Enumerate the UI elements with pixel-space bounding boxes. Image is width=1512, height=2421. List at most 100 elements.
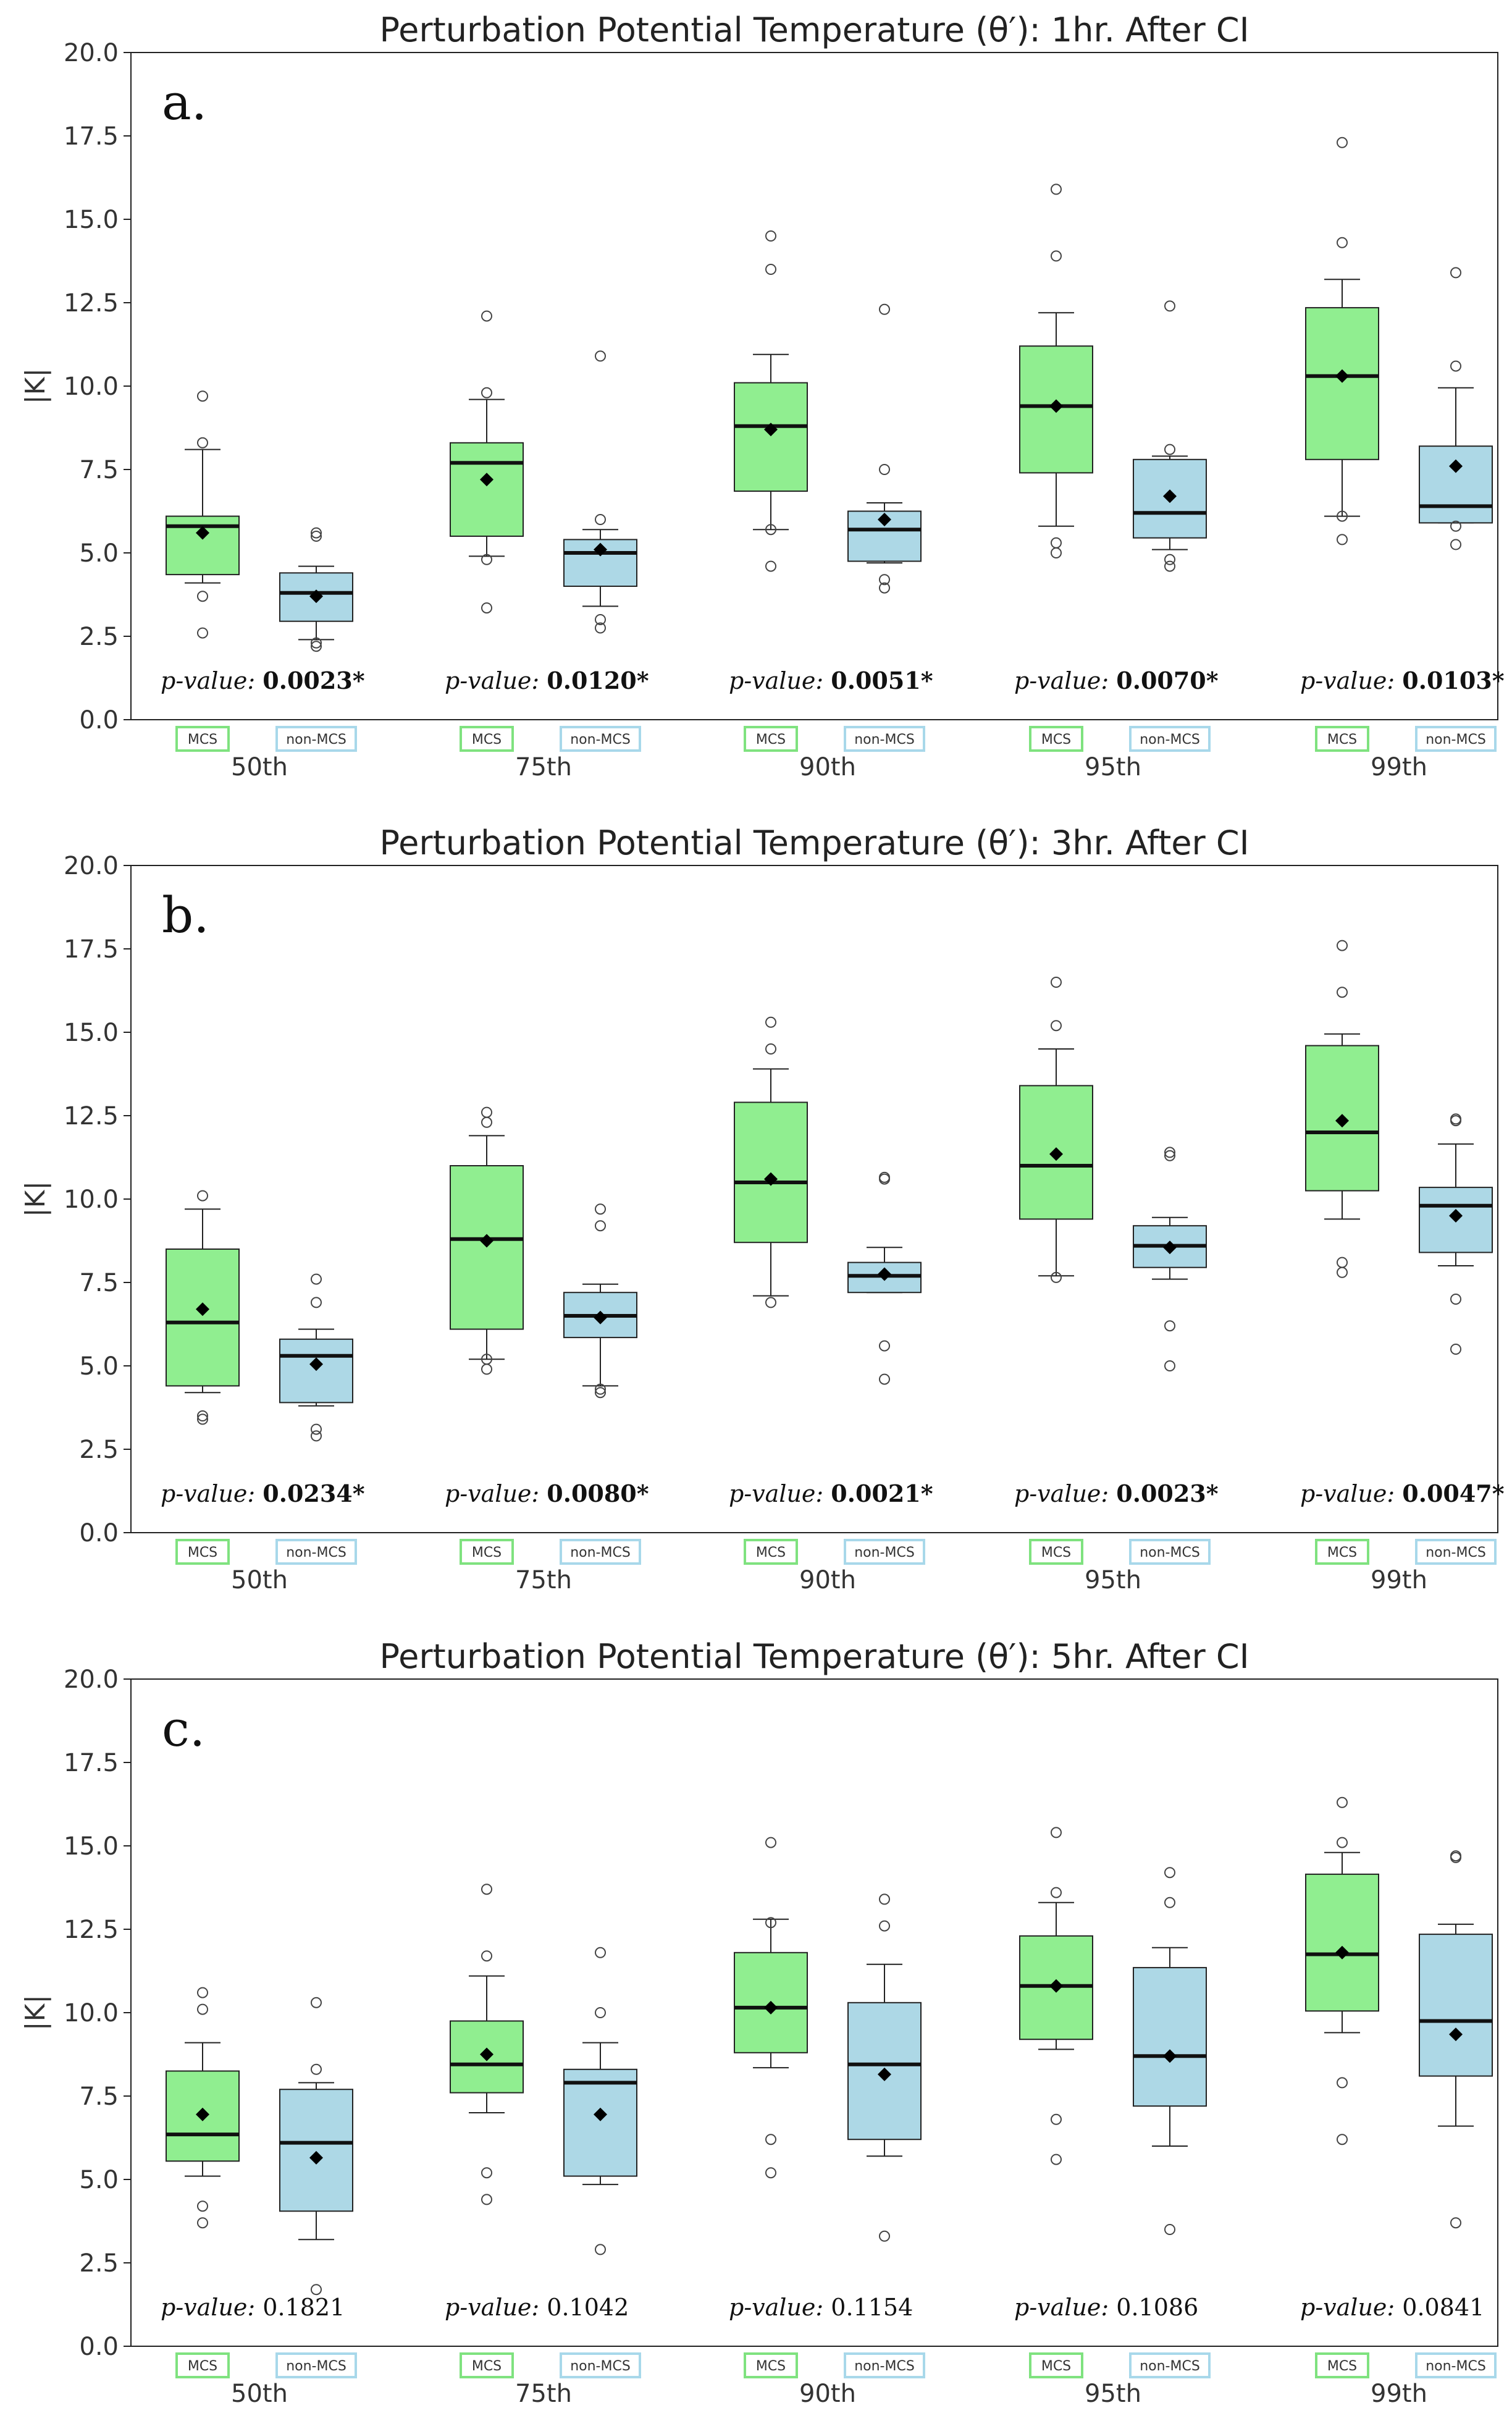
y-tick-label: 0.0 [79,706,119,735]
p-value-label: p-value: [1014,1480,1116,1507]
outlier-point [311,531,322,542]
iqr-box [1133,1967,1207,2107]
mcs-box-99th [1305,137,1379,545]
y-tick-label: 7.5 [79,2082,119,2111]
outlier-point [1337,2134,1348,2145]
mean-marker [764,2000,778,2015]
outlier-point [1051,250,1062,262]
y-tick-label: 20.0 [64,39,119,67]
outlier-point [765,2134,776,2145]
outlier-point [1051,547,1062,558]
mcs-legend-box [175,726,230,752]
non-mcs-box-95th [1133,1867,1207,2235]
outlier-point [879,1173,890,1185]
mean-marker [309,1357,323,1371]
y-tick-label: 0.0 [79,2333,119,2361]
outlier-point [879,1893,890,1905]
p-value: 0.0120* [547,667,649,694]
y-tick-label: 12.5 [64,1102,119,1131]
outlier-point [197,1410,208,1421]
mean-marker [1163,2049,1177,2063]
chart-title: Perturbation Potential Temperature (θ′):… [379,1637,1249,1676]
y-tick-label: 10.0 [64,1999,119,2027]
outlier-point [311,641,322,652]
mean-marker [309,589,323,604]
p-value: 0.0080* [547,1480,649,1507]
p-value-annotation: p-value: 0.1154 [729,2294,913,2321]
p-value: 0.1821 [262,2294,345,2321]
panel-3: Perturbation Potential Temperature (θ′):… [20,1637,1498,2408]
iqr-box [279,2089,353,2212]
mean-marker [1335,1945,1349,1960]
p-value-annotation: p-value: 0.0047* [1300,1480,1505,1507]
mcs-box-90th [734,1837,808,2179]
mcs-legend-label: MCS [472,732,502,747]
outlier-point [1051,1827,1062,1838]
outlier-point [1164,1360,1175,1371]
mcs-legend-box [460,726,514,752]
mean-marker [764,423,778,437]
p-value: 0.0023* [1116,1480,1218,1507]
p-value: 0.0070* [1116,667,1218,694]
non-mcs-legend-box [275,2352,357,2378]
mcs-legend-label: MCS [1327,732,1357,747]
mcs-box-50th [166,390,240,639]
mean-marker [1049,1979,1063,1993]
p-value-annotation: p-value: 0.0070* [1014,667,1219,694]
p-value: 0.1154 [831,2294,913,2321]
non-mcs-legend-label: non-MCS [1426,732,1486,747]
mean-marker [1449,1209,1463,1223]
mcs-legend-label: MCS [1327,1545,1357,1560]
non-mcs-box-75th [563,350,637,634]
outlier-point [595,350,606,362]
x-category-label: 90th [799,2380,856,2408]
mcs-legend-box [1029,726,1083,752]
outlier-point [879,464,890,475]
mean-marker [1335,369,1349,383]
p-value-annotation: p-value: 0.0234* [161,1480,365,1507]
x-category-label: 95th [1085,753,1141,781]
non-mcs-legend-box [1129,2352,1211,2378]
mcs-legend-box [1029,2352,1083,2378]
iqr-box [166,1248,240,1387]
outlier-point [197,437,208,448]
non-mcs-box-99th [1419,1113,1493,1355]
non-mcs-legend-box [844,2352,925,2378]
outlier-point [879,1340,890,1352]
outlier-point [595,2244,606,2255]
outlier-point [1337,1266,1348,1278]
outlier-point [595,1387,606,1399]
outlier-point [1450,520,1461,532]
outlier-point [311,2284,322,2296]
p-value-annotation: p-value: 0.0051* [729,667,933,694]
non-mcs-legend-label: non-MCS [1426,2359,1486,2374]
outlier-point [1164,554,1175,565]
p-value-label: p-value: [729,667,831,694]
p-value: 0.0051* [831,667,933,694]
outlier-point [765,1917,776,1929]
outlier-point [1051,2154,1062,2165]
p-value-label: p-value: [161,1480,262,1507]
p-value-annotation: p-value: 0.0120* [445,667,649,694]
x-category-label: 75th [515,1566,572,1594]
non-mcs-box-95th [1133,300,1207,572]
outlier-point [595,1383,606,1395]
outlier-point [1337,1257,1348,1268]
mean-marker [1163,1240,1177,1255]
mcs-legend-box [1315,1539,1369,1565]
mean-marker [594,2107,607,2121]
outlier-point [765,2167,776,2179]
outlier-point [311,1430,322,1442]
mcs-legend-box [175,1539,230,1565]
p-value-annotation: p-value: 0.0023* [1014,1480,1219,1507]
y-tick-label: 10.0 [64,373,119,401]
mean-marker [594,542,607,557]
outlier-point [879,2230,890,2242]
y-tick-label: 20.0 [64,852,119,880]
y-tick-label: 15.0 [64,206,119,234]
mcs-box-95th [1019,1827,1093,2165]
outlier-point [197,627,208,639]
mean-marker [480,1234,494,1248]
non-mcs-legend-box [1415,2352,1497,2378]
p-value-label: p-value: [729,2294,831,2321]
